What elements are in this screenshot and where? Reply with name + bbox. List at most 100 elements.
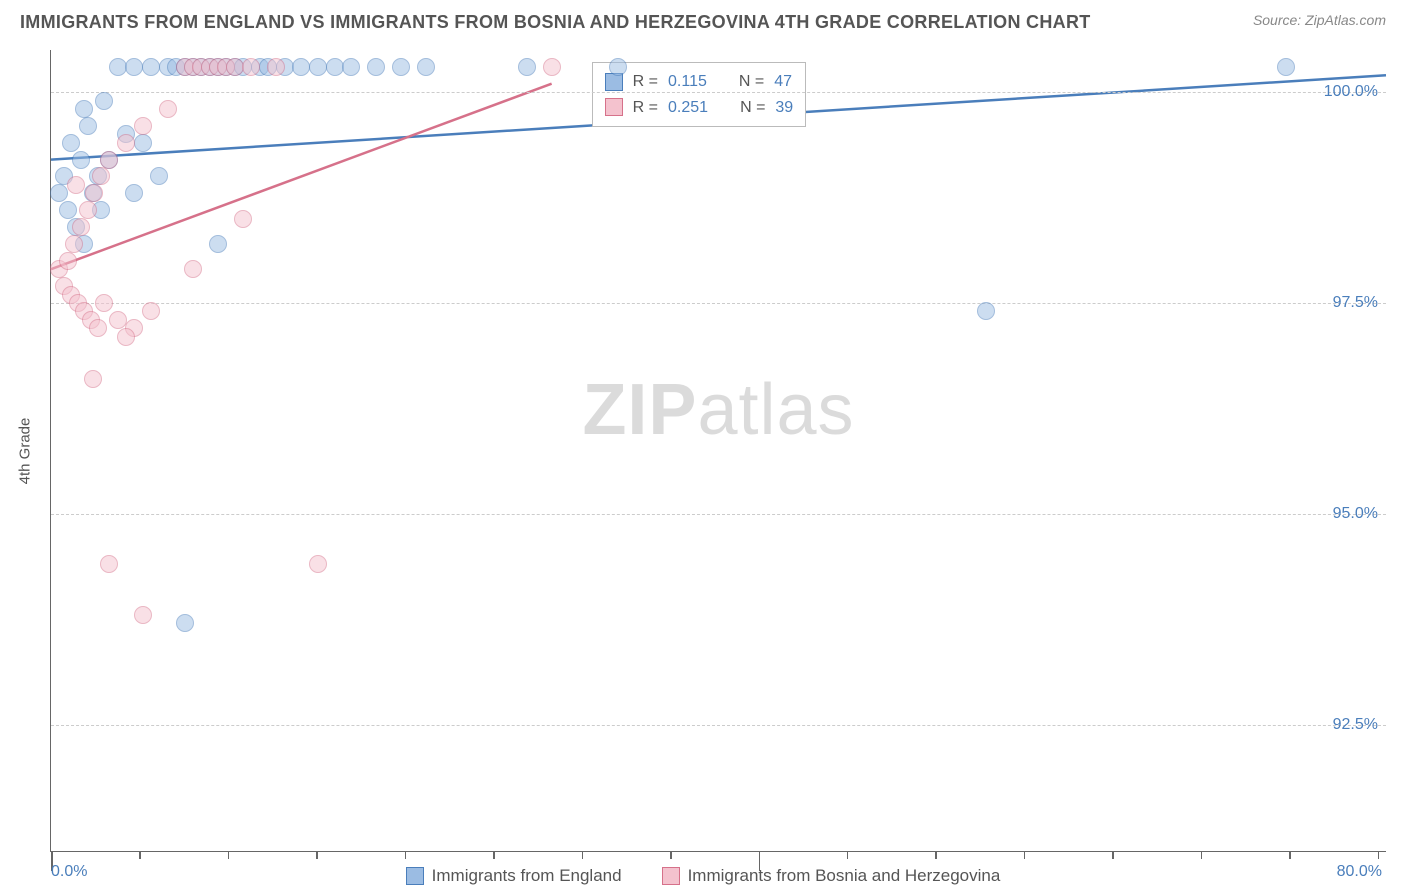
point-bosnia xyxy=(184,260,202,278)
y-tick-label: 92.5% xyxy=(1333,716,1378,734)
stats-r-value: 0.115 xyxy=(668,69,707,95)
y-tick-label: 95.0% xyxy=(1333,505,1378,523)
plot: ZIPatlas R =0.115N =47R =0.251N =39 92.5… xyxy=(50,50,1386,852)
x-tick xyxy=(316,851,318,859)
point-bosnia xyxy=(79,201,97,219)
stats-r-label: R = xyxy=(633,95,658,121)
trend-line xyxy=(51,84,552,269)
point-bosnia xyxy=(59,252,77,270)
legend-item-england: Immigrants from England xyxy=(406,866,622,886)
legend-swatch-bosnia xyxy=(662,867,680,885)
y-axis-label: 4th Grade xyxy=(17,418,34,485)
point-england xyxy=(109,58,127,76)
point-bosnia xyxy=(84,370,102,388)
gridline xyxy=(51,92,1386,93)
point-england xyxy=(977,302,995,320)
point-england xyxy=(72,151,90,169)
y-axis-label-wrap: 4th Grade xyxy=(0,50,50,852)
point-england xyxy=(1277,58,1295,76)
point-bosnia xyxy=(267,58,285,76)
gridline xyxy=(51,303,1386,304)
point-england xyxy=(125,58,143,76)
stats-r-label: R = xyxy=(633,69,658,95)
x-tick xyxy=(139,851,141,859)
point-england xyxy=(62,134,80,152)
point-bosnia xyxy=(309,555,327,573)
point-england xyxy=(292,58,310,76)
point-bosnia xyxy=(134,606,152,624)
point-bosnia xyxy=(67,176,85,194)
point-bosnia xyxy=(543,58,561,76)
point-england xyxy=(150,167,168,185)
point-bosnia xyxy=(142,302,160,320)
x-tick xyxy=(935,851,937,859)
point-england xyxy=(95,92,113,110)
stats-swatch xyxy=(605,98,623,116)
point-england xyxy=(392,58,410,76)
point-bosnia xyxy=(100,151,118,169)
stats-row: R = 0.115 N = 47 xyxy=(605,69,794,95)
point-england xyxy=(142,58,160,76)
chart-title: IMMIGRANTS FROM ENGLAND VS IMMIGRANTS FR… xyxy=(20,12,1091,33)
stats-n-label: N = xyxy=(740,95,765,121)
x-tick xyxy=(1024,851,1026,859)
stats-n-label: N = xyxy=(739,69,764,95)
point-england xyxy=(342,58,360,76)
point-bosnia xyxy=(95,294,113,312)
legend-label-england: Immigrants from England xyxy=(432,866,622,886)
x-tick xyxy=(1289,851,1291,859)
x-tick xyxy=(582,851,584,859)
x-tick xyxy=(1378,851,1380,859)
gridline xyxy=(51,725,1386,726)
point-bosnia xyxy=(234,210,252,228)
plot-area: ZIPatlas R =0.115N =47R =0.251N =39 92.5… xyxy=(50,50,1386,852)
point-england xyxy=(609,58,627,76)
point-england xyxy=(417,58,435,76)
point-bosnia xyxy=(226,58,244,76)
x-tick xyxy=(847,851,849,859)
point-bosnia xyxy=(134,117,152,135)
point-bosnia xyxy=(109,311,127,329)
legend-label-bosnia: Immigrants from Bosnia and Herzegovina xyxy=(688,866,1001,886)
stats-r-value: 0.251 xyxy=(668,95,708,121)
x-tick xyxy=(1112,851,1114,859)
x-tick xyxy=(670,851,672,859)
point-bosnia xyxy=(89,319,107,337)
legend-swatch-england xyxy=(406,867,424,885)
point-bosnia xyxy=(100,555,118,573)
point-bosnia xyxy=(92,167,110,185)
point-bosnia xyxy=(117,134,135,152)
y-tick-label: 97.5% xyxy=(1333,294,1378,312)
point-england xyxy=(125,184,143,202)
stats-n-value: 39 xyxy=(775,95,793,121)
legend-item-bosnia: Immigrants from Bosnia and Herzegovina xyxy=(662,866,1001,886)
point-bosnia xyxy=(72,218,90,236)
legend: Immigrants from England Immigrants from … xyxy=(0,866,1406,886)
point-england xyxy=(309,58,327,76)
point-england xyxy=(59,201,77,219)
point-bosnia xyxy=(242,58,260,76)
point-england xyxy=(209,235,227,253)
point-england xyxy=(176,614,194,632)
gridline xyxy=(51,514,1386,515)
x-tick xyxy=(1201,851,1203,859)
header: IMMIGRANTS FROM ENGLAND VS IMMIGRANTS FR… xyxy=(0,0,1406,41)
x-tick xyxy=(405,851,407,859)
point-england xyxy=(518,58,536,76)
point-england xyxy=(326,58,344,76)
point-bosnia xyxy=(85,184,103,202)
trend-lines xyxy=(51,50,1386,851)
point-england xyxy=(75,100,93,118)
point-england xyxy=(367,58,385,76)
point-england xyxy=(134,134,152,152)
x-tick xyxy=(493,851,495,859)
y-tick-label: 100.0% xyxy=(1324,83,1378,101)
point-bosnia xyxy=(159,100,177,118)
point-england xyxy=(79,117,97,135)
stats-n-value: 47 xyxy=(774,69,792,95)
point-bosnia xyxy=(117,328,135,346)
point-england xyxy=(50,184,68,202)
point-bosnia xyxy=(65,235,83,253)
x-tick xyxy=(228,851,230,859)
stats-row: R = 0.251 N = 39 xyxy=(605,95,794,121)
